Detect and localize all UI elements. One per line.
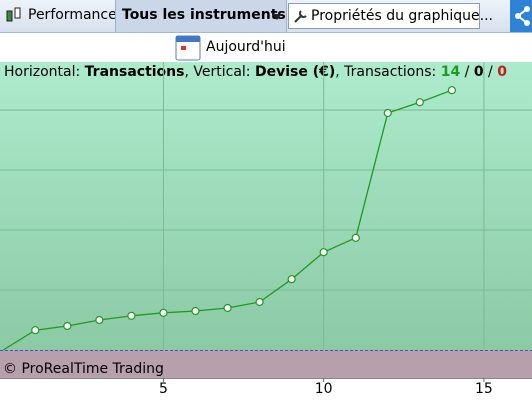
point xyxy=(95,315,104,325)
t: Devise (€) xyxy=(255,64,335,80)
t: , Transactions: xyxy=(335,64,440,80)
point xyxy=(383,108,392,118)
point xyxy=(223,303,232,313)
point xyxy=(191,306,200,316)
t: / xyxy=(484,64,498,80)
label: Aujourd'hui xyxy=(206,39,286,55)
arrow xyxy=(272,14,282,20)
copyright: © ProRealTime Trading xyxy=(3,361,164,377)
instrument-select[interactable]: Tous les instruments xyxy=(115,0,287,32)
point xyxy=(351,233,360,242)
t: 14 xyxy=(441,64,461,80)
info-line: Horizontal: Transactions, Vertical: Devi… xyxy=(4,64,507,80)
footer-band xyxy=(0,350,532,378)
t: / xyxy=(460,64,474,80)
x-tick-label: 10 xyxy=(315,381,333,397)
point xyxy=(415,98,424,107)
label: Propriétés du graphique... xyxy=(311,8,494,24)
wrench-icon xyxy=(294,10,307,23)
t: 0 xyxy=(497,64,507,80)
label: Performance xyxy=(28,7,117,23)
point xyxy=(127,311,136,320)
point xyxy=(319,248,328,257)
point xyxy=(287,275,296,284)
share-button[interactable] xyxy=(510,0,532,32)
x-tick-label: 15 xyxy=(475,381,493,397)
share-icon xyxy=(515,6,530,26)
plot-area xyxy=(0,62,532,350)
point xyxy=(63,321,72,331)
t: 0 xyxy=(474,64,484,80)
toolbar: Performance Tous les instruments Proprié… xyxy=(0,0,532,33)
t: Horizontal: xyxy=(4,64,85,80)
point xyxy=(31,326,40,335)
x-tick-label: 5 xyxy=(159,381,168,397)
date-button[interactable]: Aujourd'hui xyxy=(175,35,286,61)
label: Tous les instruments xyxy=(122,7,286,23)
t: , Vertical: xyxy=(184,64,254,80)
point xyxy=(159,308,168,317)
point xyxy=(255,297,264,307)
properties-button[interactable]: Propriétés du graphique... xyxy=(288,3,493,29)
point xyxy=(447,86,456,95)
candle-icon xyxy=(6,7,21,22)
t: Transactions xyxy=(85,64,185,80)
performance-button[interactable]: Performance xyxy=(4,3,117,28)
